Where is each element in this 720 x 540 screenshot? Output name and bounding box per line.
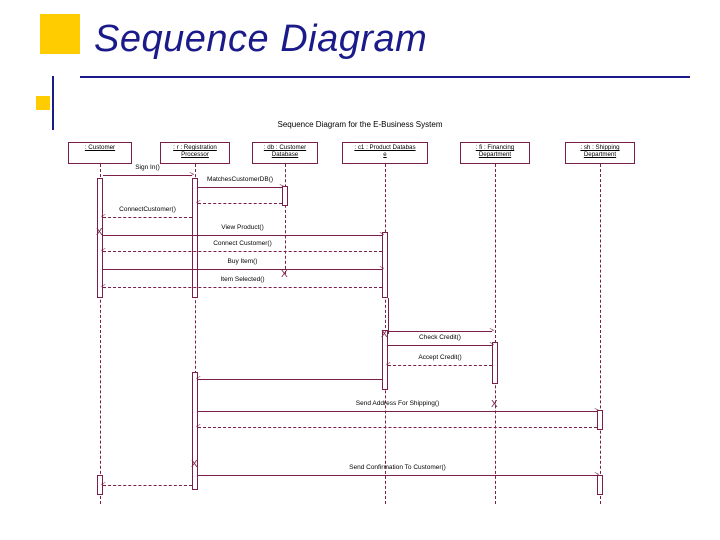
message: Buy Item()> <box>103 264 382 274</box>
destroy-mark: X <box>96 228 103 238</box>
title-rule-vertical <box>52 76 54 130</box>
title-rule-horizontal <box>80 76 690 78</box>
lifeline-box-cdb: : db : CustomerDatabase <box>252 142 318 164</box>
destroy-mark: X <box>191 460 198 470</box>
destroy-mark: X <box>381 330 388 340</box>
message: < <box>198 374 382 384</box>
message-drop <box>388 298 389 334</box>
accent-square-large <box>40 14 80 54</box>
message: ConnectCustomer()< <box>103 212 192 222</box>
message: MatchesCustomerDB()> <box>198 182 282 192</box>
message: View Product()> <box>103 230 382 240</box>
diagram-title: Sequence Diagram for the E-Business Syst… <box>60 120 660 129</box>
message: Accept Credit()< <box>388 360 492 370</box>
message: < <box>103 480 192 490</box>
message: Send Address For Shipping()> <box>198 406 597 416</box>
lifeline-ship <box>600 164 601 504</box>
lifeline-box-cust: : Customer <box>68 142 132 164</box>
message: Check Credit()> <box>388 340 492 350</box>
message: Item Selected()< <box>103 282 382 292</box>
lifeline-box-fin: : fi : FinancingDepartment <box>460 142 530 164</box>
message: Connect Customer()< <box>103 246 382 256</box>
lifeline-fin <box>495 164 496 504</box>
destroy-mark: X <box>491 400 498 410</box>
message: Sign In()> <box>103 170 192 180</box>
lifeline-box-ship: : sh : ShippingDepartment <box>565 142 635 164</box>
message: < <box>198 422 597 432</box>
slide-title: Sequence Diagram <box>94 18 427 61</box>
destroy-mark: X <box>281 270 288 280</box>
message: < <box>198 198 282 208</box>
lifeline-box-reg: : r : RegistrationProcessor <box>160 142 230 164</box>
message: Send Confirmation To Customer()> <box>198 470 597 480</box>
sequence-diagram: Sequence Diagram for the E-Business Syst… <box>60 120 660 520</box>
lifeline-box-pdb: : c1 : Product Database <box>342 142 428 164</box>
accent-square-small <box>36 96 50 110</box>
slide: Sequence Diagram Sequence Diagram for th… <box>0 0 720 540</box>
